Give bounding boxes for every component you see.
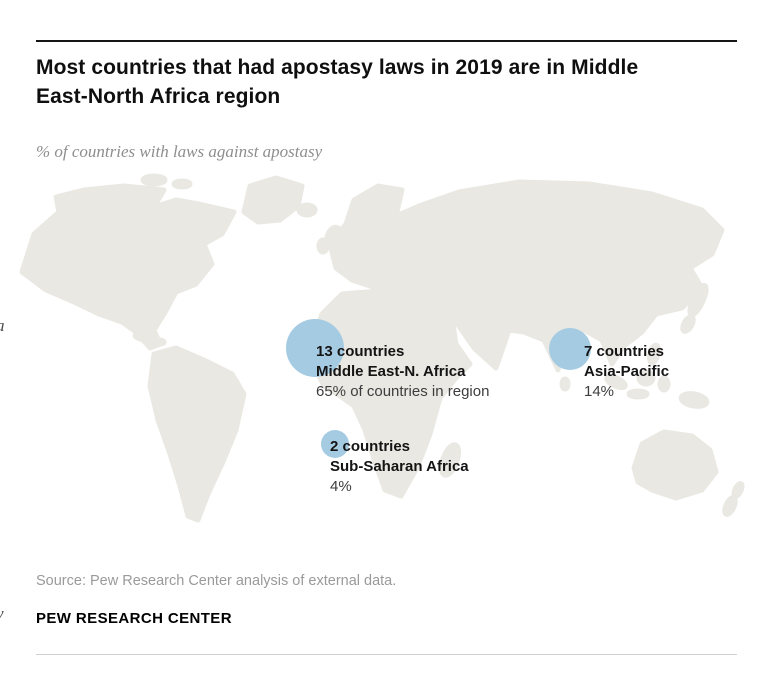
island-cuba [132,331,156,343]
label-ssa-region: Sub-Saharan Africa [330,458,469,475]
label-asia-pacific: 7 countries Asia-Pacific 14% [584,342,669,402]
edge-artifact-left-bottom: y [0,604,4,624]
island-new-zealand-north [731,481,745,499]
island-java [626,388,650,400]
top-rule [36,40,737,42]
label-mena-count: 13 countries [316,343,405,360]
island-iceland [296,202,318,218]
continent-africa [309,287,473,499]
bubble-sub-saharan-africa [321,430,349,458]
island-sri-lanka [559,376,571,392]
chart-subtitle: % of countries with laws against apostas… [36,142,323,161]
island-hispaniola [153,337,167,347]
label-mena-region: Middle East-N. Africa [316,363,466,380]
bubble-middle-east-n-africa [286,319,344,377]
island-arctic-1 [140,173,168,187]
label-ssa-percent: 4% [330,478,352,495]
edge-artifact-left-middle: a [0,316,5,336]
continent-south-america [147,345,247,523]
island-sulawesi [657,375,671,393]
island-greenland [241,175,305,225]
label-ssa-count: 2 countries [330,438,411,455]
island-sumatra [604,373,628,391]
label-ap-percent: 14% [584,383,615,400]
continent-eurasia [327,179,725,373]
pew-research-center-wordmark: PEW RESEARCH CENTER [36,610,232,627]
island-ireland [316,237,330,255]
label-ap-count: 7 countries [584,343,665,360]
source-note: Source: Pew Research Center analysis of … [36,573,397,589]
label-ap-region: Asia-Pacific [584,363,670,380]
label-sub-saharan-africa: 2 countries Sub-Saharan Africa 4% [330,437,469,497]
island-borneo [636,369,656,387]
continent-australia [631,429,719,501]
island-philippines [646,342,662,366]
island-japan-south [680,314,696,334]
island-madagascar [438,442,462,478]
continent-north-america [19,183,237,351]
chart-title: Most countries that had apostasy laws in… [36,56,639,108]
bottom-rule [36,654,737,655]
island-uk [324,224,344,252]
island-new-zealand-south [722,495,738,517]
bubble-asia-pacific [549,328,591,370]
island-new-guinea [678,391,710,409]
island-arctic-2 [171,178,193,190]
label-middle-east-n-africa: 13 countries Middle East-N. Africa 65% o… [316,342,489,402]
label-mena-percent: 65% of countries in region [316,383,490,400]
world-map [19,173,745,523]
